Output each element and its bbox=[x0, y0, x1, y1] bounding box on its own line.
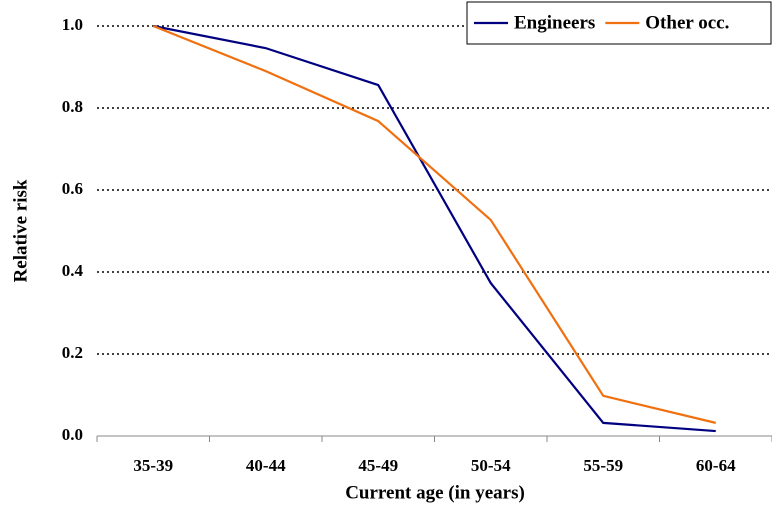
y-tick-label: 1.0 bbox=[62, 15, 83, 34]
x-tick-label: 40-44 bbox=[246, 456, 286, 475]
legend-label: Engineers bbox=[514, 12, 595, 33]
x-tick-label: 60-64 bbox=[696, 456, 736, 475]
line-series bbox=[152, 24, 717, 424]
y-tick-label: 0.0 bbox=[62, 425, 83, 444]
legend-label: Other occ. bbox=[645, 12, 729, 33]
line-series bbox=[153, 24, 716, 433]
y-tick-label: 0.8 bbox=[62, 97, 83, 116]
x-axis-title: Current age (in years) bbox=[345, 482, 525, 503]
y-tick-label: 0.6 bbox=[62, 179, 83, 198]
y-tick-label: 0.4 bbox=[62, 261, 84, 280]
x-tick-label: 55-59 bbox=[583, 456, 623, 475]
y-tick-label: 0.2 bbox=[62, 343, 83, 362]
x-tick-label: 35-39 bbox=[133, 456, 173, 475]
x-tick-label: 50-54 bbox=[471, 456, 511, 475]
x-tick-label: 45-49 bbox=[358, 456, 398, 475]
y-axis-title: Relative risk bbox=[10, 179, 31, 282]
